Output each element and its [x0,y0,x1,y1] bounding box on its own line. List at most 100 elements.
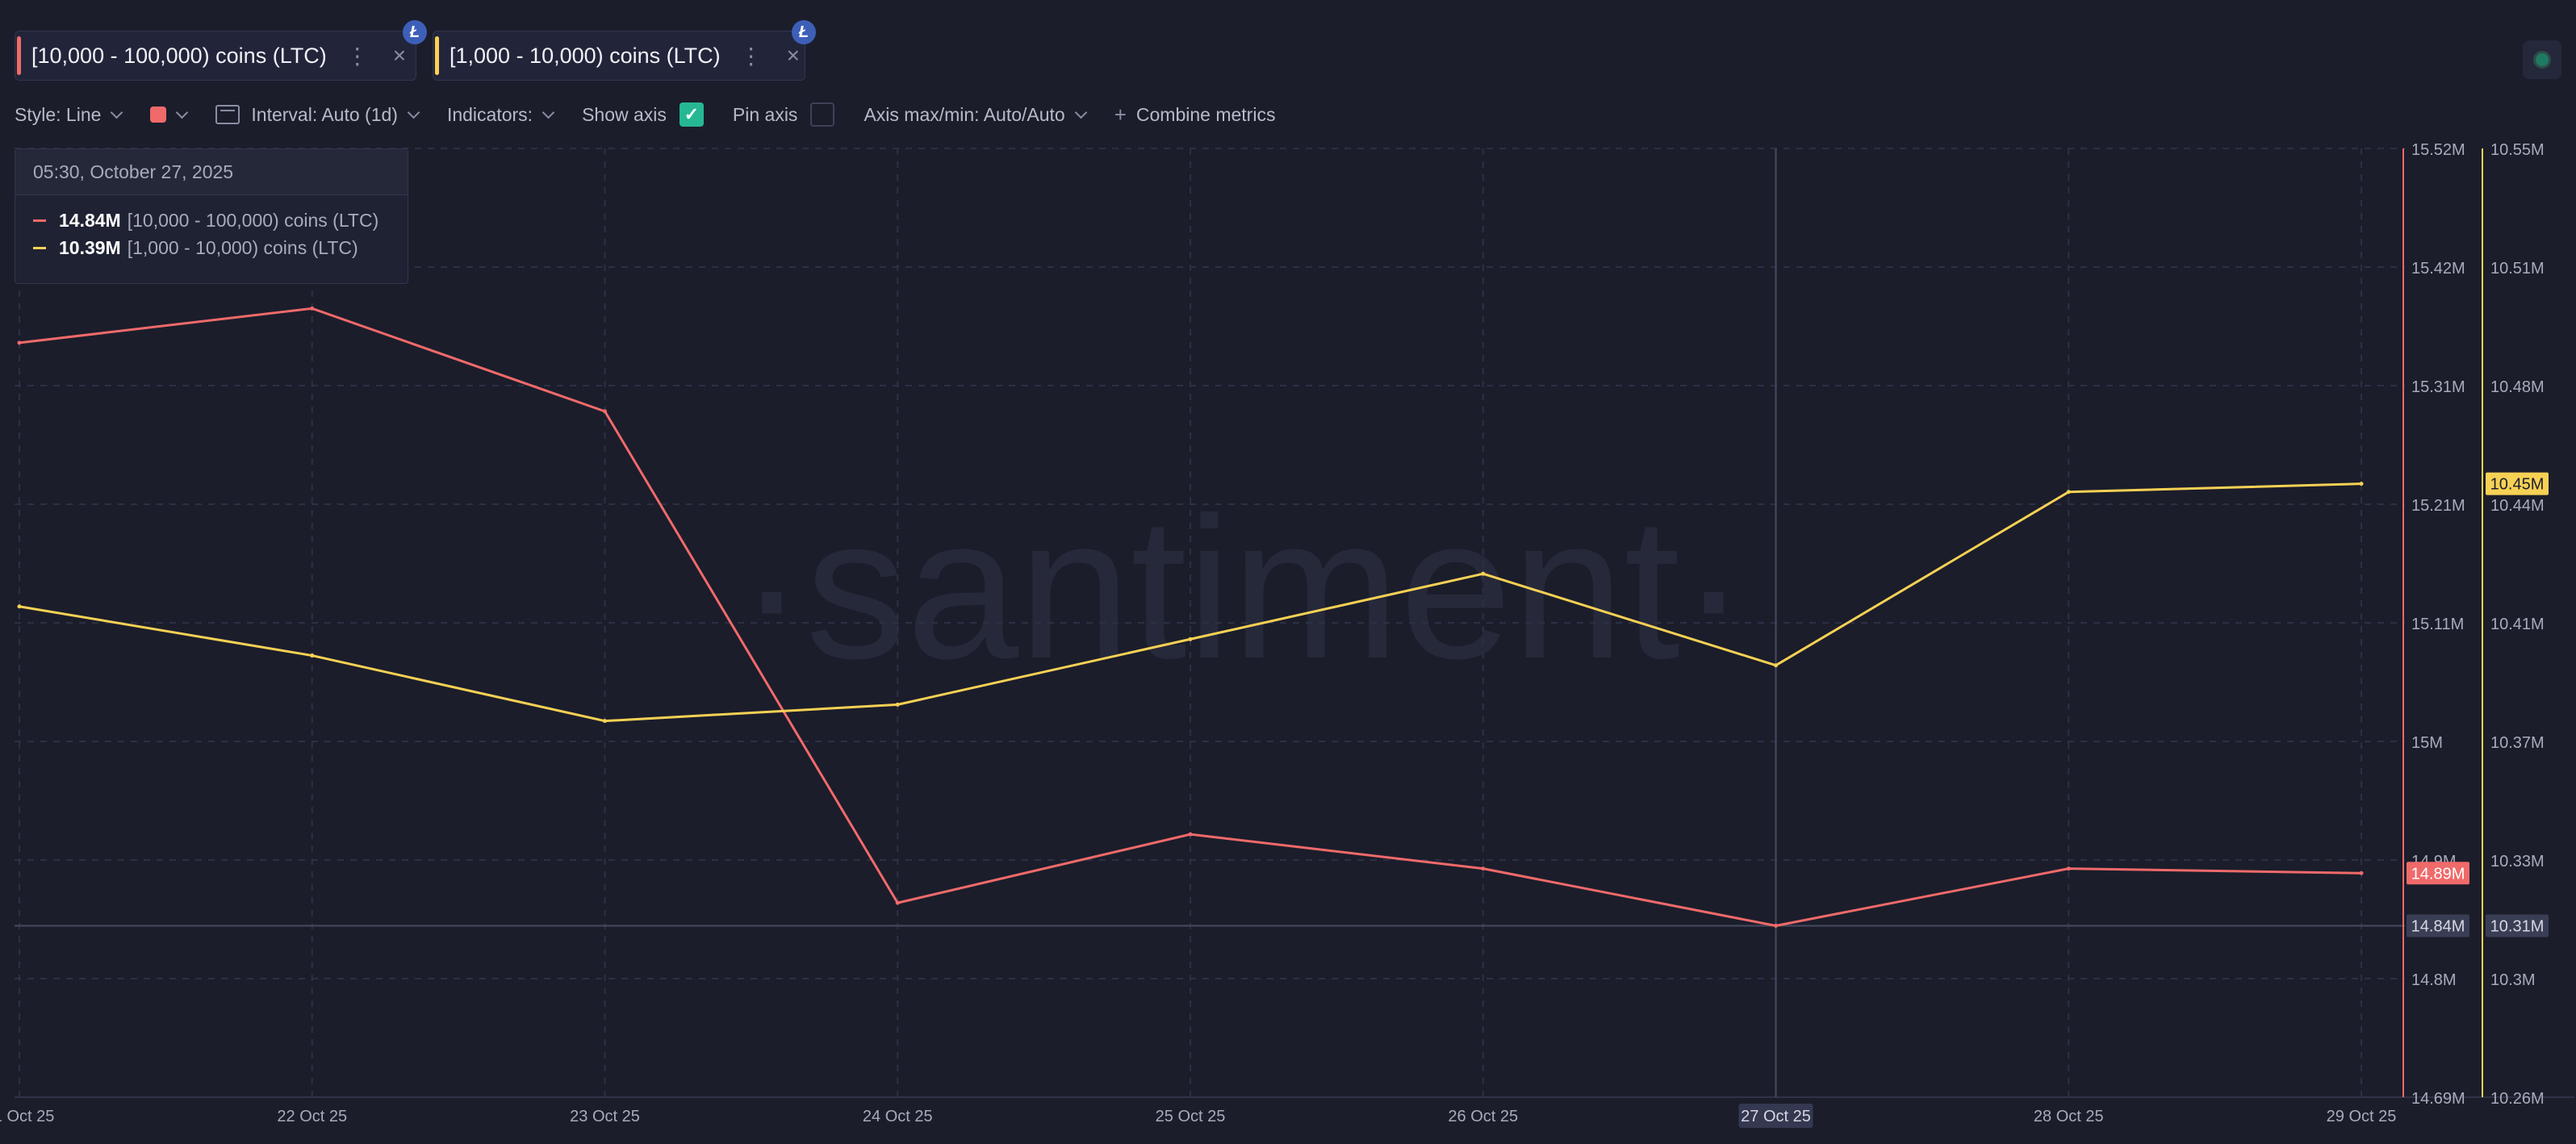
y-axis-tick-label: 10.55M [2490,141,2545,159]
calendar-icon [215,105,240,124]
data-point [1481,866,1486,871]
x-axis-tick-label: 22 Oct 25 [277,1108,347,1125]
data-point [603,409,607,414]
last-value-badge-bg [2486,472,2549,495]
data-point [1774,923,1778,928]
y-axis-tick-label: 15.21M [2411,497,2465,515]
metric-tab-label: [10,000 - 100,000) coins (LTC) [31,43,327,68]
tooltip-date: 05:30, October 27, 2025 [15,149,408,195]
x-axis-tick-label: 29 Oct 25 [2327,1108,2397,1125]
data-point [1481,571,1486,576]
combine-metrics-label: Combine metrics [1135,103,1276,125]
indicators-label: Indicators: [446,103,533,125]
chart-settings-toolbar: Style: Line Interval: Auto (1d) Indicato… [15,98,1304,131]
cursor-value-badge: 10.31M [2490,917,2545,935]
tooltip-label: [1,000 - 10,000) coins (LTC) [127,236,358,258]
chart-tooltip: 05:30, October 27, 2025 14.84M [10,000 -… [15,148,408,284]
series-color-dash [33,219,46,222]
y-axis-tick-label: 10.26M [2490,1090,2545,1108]
tooltip-row: 10.39M [1,000 - 10,000) coins (LTC) [15,234,408,261]
indicators-dropdown[interactable]: Indicators: [446,103,555,126]
metric-tab-large-holders[interactable]: [10,000 - 100,000) coins (LTC) ⋮ × Ł [15,20,427,81]
pin-axis-toggle[interactable]: Pin axis [733,102,835,127]
style-dropdown[interactable]: Style: Line [15,103,123,126]
x-axis-tick-label: 27 Oct 25 [1741,1108,1811,1125]
y-axis-tick-label: 10.41M [2490,616,2545,633]
interval-dropdown[interactable]: Interval: Auto (1d) [215,103,420,126]
x-axis-cursor-badge [1738,1104,1813,1128]
x-axis-tick-label: 24 Oct 25 [863,1108,933,1125]
plus-icon: + [1114,102,1127,127]
show-axis-label: Show axis [582,103,667,125]
y-axis-tick-label: 15.11M [2411,616,2464,633]
chart-labels: 15.52M15.42M15.31M15.21M15.11M15M14.9M14… [0,141,2549,1128]
x-axis-tick-label: 21 Oct 25 [0,1108,54,1125]
data-point [2066,490,2071,495]
y-axis-tick-label: 14.69M [2411,1090,2465,1108]
data-point [895,702,900,707]
show-axis-toggle[interactable]: Show axis ✓ [582,102,704,127]
y-axis-tick-label: 15.31M [2411,378,2465,396]
metric-color-bar [435,36,439,75]
close-icon[interactable]: × [786,43,801,68]
metric-tab-small-holders[interactable]: [1,000 - 10,000) coins (LTC) ⋮ × Ł [433,20,816,81]
data-point [1188,832,1193,837]
y-axis-tick-label: 15.42M [2411,260,2465,278]
data-point [17,604,22,609]
x-axis-tick-label: 23 Oct 25 [570,1108,640,1125]
series-color-dash [33,246,46,249]
y-axis-tick-label: 10.3M [2490,971,2536,989]
last-value-badge: 14.89M [2411,865,2465,883]
data-point [2359,482,2364,486]
pin-axis-checkbox[interactable] [810,102,835,127]
tooltip-label: [10,000 - 100,000) coins (LTC) [127,209,379,231]
interval-label: Interval: Auto (1d) [251,103,398,125]
close-icon[interactable]: × [392,43,407,68]
tooltip-value: 14.84M [59,209,121,231]
metric-color-bar [17,36,21,75]
y-axis-tick-label: 10.44M [2490,497,2545,515]
cursor-value-badge-bg [2486,914,2549,937]
data-point [310,306,315,311]
data-point [603,719,607,724]
cursor-value-badge-bg [2407,914,2469,937]
litecoin-icon: Ł [792,20,816,44]
color-swatch [150,106,167,123]
y-axis-tick-label: 15M [2411,734,2443,752]
more-options-icon[interactable]: ⋮ [345,43,369,69]
chart-series [17,306,2364,928]
santiment-watermark: ·santiment· [738,475,1747,700]
style-label: Style: Line [15,103,102,125]
metric-tab-label: [1,000 - 10,000) coins (LTC) [450,43,721,68]
y-axis-tick-label: 15.52M [2411,141,2465,159]
combine-metrics-button[interactable]: + Combine metrics [1114,102,1276,127]
data-point [1188,637,1193,641]
tooltip-row: 14.84M [10,000 - 100,000) coins (LTC) [15,207,408,234]
tooltip-value: 10.39M [59,236,121,258]
y-axis-tick-label: 10.48M [2490,378,2545,396]
checkmark-icon: ✓ [684,104,700,124]
last-value-badge-bg [2407,862,2469,885]
axis-maxmin-label: Axis max/min: Auto/Auto [864,103,1065,125]
data-point [17,340,22,345]
x-axis-tick-label: 28 Oct 25 [2034,1108,2104,1125]
pin-axis-label: Pin axis [732,103,798,125]
color-picker[interactable] [150,106,189,123]
y-axis-tick-label: 10.37M [2490,734,2545,752]
data-point [310,653,315,658]
status-toggle-button[interactable] [2523,40,2561,79]
litecoin-icon: Ł [403,20,427,44]
cursor-value-badge: 14.84M [2411,917,2465,935]
axis-maxmin-dropdown[interactable]: Axis max/min: Auto/Auto [864,103,1087,126]
more-options-icon[interactable]: ⋮ [739,43,763,69]
data-point [1774,663,1778,668]
x-axis-tick-label: 25 Oct 25 [1156,1108,1226,1125]
y-axis-tick-label: 14.8M [2411,971,2457,989]
show-axis-checkbox[interactable]: ✓ [679,102,704,127]
y-axis-tick-label: 10.51M [2490,260,2545,278]
status-dot-icon [2533,51,2551,69]
y-axis-tick-label: 10.33M [2490,853,2545,871]
chart-axes [15,148,2574,1098]
data-point [2359,871,2364,875]
